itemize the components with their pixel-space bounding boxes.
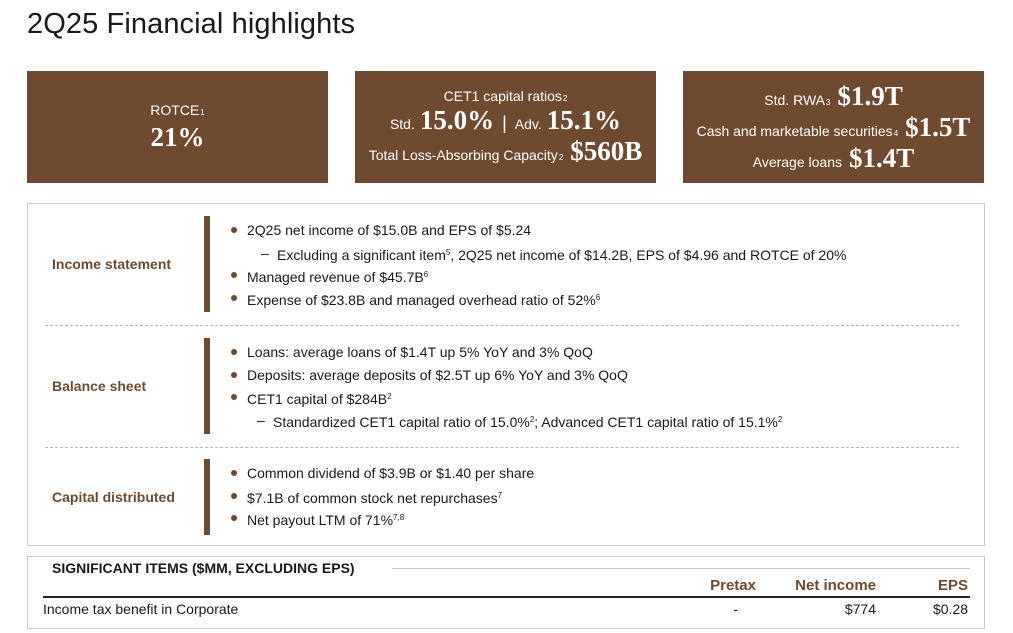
significant-items-table: SIGNIFICANT ITEMS ($MM, EXCLUDING EPS) P… (27, 556, 985, 629)
table-cell-net-income: $774 (844, 601, 876, 617)
section-label: Balance sheet (52, 378, 147, 394)
section-accent-bar (204, 338, 210, 434)
footnote-ref: 4 (893, 128, 899, 138)
section-divider (45, 447, 959, 448)
footnote-ref: 2 (529, 414, 535, 424)
bullet-text: , 2Q25 net income of $14.2B, EPS of $4.9… (450, 246, 847, 263)
bullet-item: Deposits: average deposits of $2.5T up 6… (230, 364, 782, 387)
bullet-list: Common dividend of $3.9B or $1.40 per sh… (230, 462, 534, 530)
cet1-adv-value: 15.1% (546, 104, 622, 135)
section-accent-bar (204, 216, 210, 312)
section-label: Income statement (52, 256, 172, 272)
footnote-ref: 6 (423, 270, 429, 279)
bullet-text: Excluding a significant item (277, 246, 446, 263)
bullet-item: CET1 capital of $284B2 (230, 386, 782, 409)
table-cell-pretax: - (733, 601, 738, 617)
bullet-text: CET1 capital of $284B (247, 391, 388, 407)
income-statement-section: Income statement 2Q25 net income of $15.… (28, 216, 984, 312)
bullet-item: Common dividend of $3.9B or $1.40 per sh… (230, 462, 534, 485)
bullet-text: Loans: average loans of $1.4T up 5% YoY … (247, 344, 593, 360)
avg-loans-label: Average loans (752, 153, 842, 170)
footnote-ref: 2 (558, 152, 564, 162)
bullet-list: Loans: average loans of $1.4T up 5% YoY … (230, 341, 782, 431)
footnote-ref: 3 (825, 97, 831, 107)
bullet-item: Net payout LTM of 71%7,8 (230, 507, 534, 530)
kpi-rotce-box: ROTCE 1 21% (27, 71, 328, 183)
header-underline (43, 596, 970, 598)
bullet-item: Loans: average loans of $1.4T up 5% YoY … (230, 341, 782, 364)
table-cell-eps: $0.28 (932, 601, 968, 617)
tlac-value: $560B (570, 135, 643, 166)
dash-marker: – (261, 244, 269, 261)
sub-bullet-item: – Excluding a significant item5, 2Q25 ne… (230, 242, 846, 265)
footnote-ref: 2 (562, 93, 568, 103)
cet1-std-value: 15.0% (419, 104, 495, 135)
bullet-item: Expense of $23.8B and managed overhead r… (230, 287, 846, 310)
bullet-item: Managed revenue of $45.7B6 (230, 264, 846, 287)
balance-sheet-section: Balance sheet Loans: average loans of $1… (28, 338, 984, 434)
kpi-balance-box: Std. RWA 3 $1.9T Cash and marketable secu… (683, 71, 984, 183)
bullet-text: ; Advanced CET1 capital ratio of 15.1% (534, 413, 778, 430)
section-label: Capital distributed (52, 489, 175, 505)
sub-bullet-item: – Standardized CET1 capital ratio of 15.… (230, 409, 782, 432)
rotce-label: ROTCE (150, 101, 200, 118)
rwa-value: $1.9T (837, 80, 903, 111)
footnote-ref: 6 (595, 292, 601, 302)
footnote-ref: 7 (497, 490, 503, 500)
section-divider (45, 325, 959, 326)
rwa-label: Std. RWA (764, 91, 825, 108)
cash-value: $1.5T (905, 111, 971, 142)
footnote-ref: 5 (445, 247, 451, 257)
bullet-text: Expense of $23.8B and managed overhead r… (247, 291, 596, 308)
avg-loans-value: $1.4T (848, 142, 915, 173)
header-rule (392, 568, 970, 569)
bullet-text: Deposits: average deposits of $2.5T up 6… (247, 366, 628, 383)
bullet-text: Net payout LTM of 71% (247, 512, 394, 528)
section-accent-bar (204, 459, 210, 535)
table-title: SIGNIFICANT ITEMS ($MM, EXCLUDING EPS) (52, 560, 359, 576)
footnote-ref: 7,8 (393, 513, 405, 522)
footnote-ref: 1 (200, 107, 205, 117)
capital-distributed-section: Capital distributed Common dividend of $… (28, 459, 984, 535)
cet1-label: CET1 capital ratios (443, 87, 562, 104)
highlights-panel: Income statement 2Q25 net income of $15.… (27, 203, 985, 546)
bullet-text: $7.1B of common stock net repurchases (247, 489, 498, 506)
footnote-ref: 2 (777, 414, 783, 424)
kpi-cet1-box: CET1 capital ratios 2 Std. 15.0% | Adv. 1… (355, 71, 656, 183)
bullet-text: Common dividend of $3.9B or $1.40 per sh… (247, 465, 535, 481)
bullet-text: Standardized CET1 capital ratio of 15.0% (273, 413, 530, 430)
bullet-item: $7.1B of common stock net repurchases7 (230, 485, 534, 508)
tlac-label: Total Loss-Absorbing Capacity (368, 146, 558, 163)
bullet-text: 2Q25 net income of $15.0B and EPS of $5.… (247, 222, 532, 238)
column-header-eps: EPS (937, 577, 968, 594)
cash-label: Cash and marketable securities (696, 122, 893, 139)
column-header-net-income: Net income (795, 577, 876, 594)
footnote-ref: 2 (387, 392, 392, 401)
bullet-text: Managed revenue of $45.7B (247, 269, 424, 285)
cet1-adv-label: Adv. (514, 115, 542, 132)
bullet-list: 2Q25 net income of $15.0B and EPS of $5.… (230, 219, 846, 309)
column-header-pretax: Pretax (710, 577, 756, 594)
cet1-std-label: Std. (389, 115, 415, 132)
bullet-item: 2Q25 net income of $15.0B and EPS of $5.… (230, 219, 846, 242)
table-row-label: Income tax benefit in Corporate (43, 601, 239, 617)
page-title: 2Q25 Financial highlights (27, 8, 356, 40)
rotce-value: 21% (150, 121, 205, 152)
dash-marker: – (257, 411, 265, 428)
separator: | (502, 112, 507, 133)
